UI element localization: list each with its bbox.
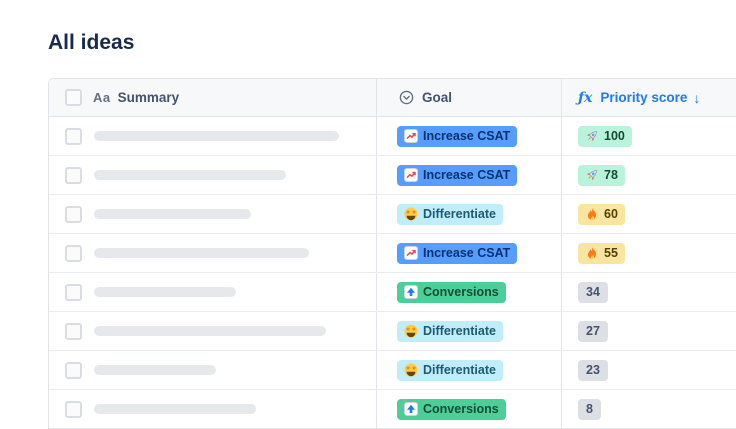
table-row: Increase CSAT 55: [49, 234, 736, 273]
goal-label: Increase CSAT: [423, 245, 511, 260]
goal-label: Increase CSAT: [423, 167, 511, 182]
goal-label: Conversions: [423, 401, 499, 416]
chart-increase-icon: [404, 246, 418, 260]
summary-header-cell: Aa Summary: [49, 79, 376, 116]
goal-label: Differentiate: [423, 206, 496, 221]
formula-icon: ƒx: [578, 89, 593, 106]
goal-badge[interactable]: Differentiate: [397, 203, 503, 225]
table-row: Differentiate 60: [49, 195, 736, 234]
score-value: 60: [604, 206, 618, 221]
priority-score-badge[interactable]: 34: [578, 281, 608, 303]
priority-score-badge[interactable]: 8: [578, 398, 601, 420]
summary-placeholder: [94, 326, 326, 336]
star-struck-icon: [404, 363, 418, 377]
score-value: 78: [604, 167, 618, 182]
summary-placeholder: [94, 287, 236, 297]
priority-score-badge[interactable]: 60: [578, 203, 625, 225]
row-checkbox[interactable]: [65, 166, 82, 184]
row-checkbox[interactable]: [65, 361, 82, 379]
goal-label: Differentiate: [423, 362, 496, 377]
row-checkbox[interactable]: [65, 127, 82, 145]
row-checkbox[interactable]: [65, 283, 82, 301]
summary-column-header[interactable]: Summary: [117, 90, 180, 105]
goal-column-header[interactable]: Goal: [422, 90, 453, 105]
score-value: 23: [586, 362, 600, 377]
priority-score-badge[interactable]: 55: [578, 242, 625, 264]
table-row: Increase CSAT 100: [49, 117, 736, 156]
row-checkbox[interactable]: [65, 400, 82, 418]
page-title: All ideas: [48, 31, 135, 54]
priority-score-badge[interactable]: 100: [578, 125, 632, 147]
arrow-up-icon: [404, 285, 418, 299]
goal-badge[interactable]: Increase CSAT: [397, 164, 518, 186]
goal-badge[interactable]: Conversions: [397, 398, 506, 420]
table-header-row: Aa Summary Goal ƒx Priority score ↓: [49, 79, 736, 117]
goal-badge[interactable]: Conversions: [397, 281, 506, 303]
table-row: Conversions 34: [49, 273, 736, 312]
select-circle-icon: [399, 90, 414, 105]
priority-score-badge[interactable]: 27: [578, 320, 608, 342]
row-checkbox[interactable]: [65, 205, 82, 223]
star-struck-icon: [404, 324, 418, 338]
row-checkbox[interactable]: [65, 244, 82, 262]
goal-badge[interactable]: Differentiate: [397, 320, 503, 342]
sort-descending-icon: ↓: [693, 89, 701, 106]
rocket-icon: [585, 129, 599, 143]
goal-label: Differentiate: [423, 323, 496, 338]
goal-label: Conversions: [423, 284, 499, 299]
star-struck-icon: [404, 207, 418, 221]
row-checkbox[interactable]: [65, 322, 82, 340]
ideas-table: Aa Summary Goal ƒx Priority score ↓ Incr…: [48, 78, 736, 429]
priority-score-badge[interactable]: 78: [578, 164, 625, 186]
table-row: Conversions 8: [49, 390, 736, 429]
priority-header-cell: ƒx Priority score ↓: [561, 79, 736, 116]
rocket-icon: [585, 168, 599, 182]
summary-placeholder: [94, 209, 251, 219]
score-value: 100: [604, 128, 625, 143]
score-value: 34: [586, 284, 600, 299]
goal-badge[interactable]: Increase CSAT: [397, 125, 518, 147]
priority-score-badge[interactable]: 23: [578, 359, 608, 381]
goal-badge[interactable]: Increase CSAT: [397, 242, 518, 264]
score-value: 8: [586, 401, 593, 416]
table-row: Differentiate 23: [49, 351, 736, 390]
select-all-checkbox[interactable]: [65, 89, 82, 106]
goal-badge[interactable]: Differentiate: [397, 359, 503, 381]
table-row: Differentiate 27: [49, 312, 736, 351]
score-value: 55: [604, 245, 618, 260]
text-type-icon: Aa: [93, 90, 111, 105]
chart-increase-icon: [404, 129, 418, 143]
arrow-up-icon: [404, 402, 418, 416]
goal-header-cell: Goal: [376, 79, 561, 116]
summary-placeholder: [94, 365, 216, 375]
score-value: 27: [586, 323, 600, 338]
table-row: Increase CSAT 78: [49, 156, 736, 195]
fire-icon: [585, 246, 599, 260]
chart-increase-icon: [404, 168, 418, 182]
summary-placeholder: [94, 248, 309, 258]
summary-placeholder: [94, 404, 256, 414]
goal-label: Increase CSAT: [423, 128, 511, 143]
priority-column-header[interactable]: Priority score: [600, 90, 688, 105]
summary-placeholder: [94, 170, 286, 180]
summary-placeholder: [94, 131, 339, 141]
fire-icon: [585, 207, 599, 221]
